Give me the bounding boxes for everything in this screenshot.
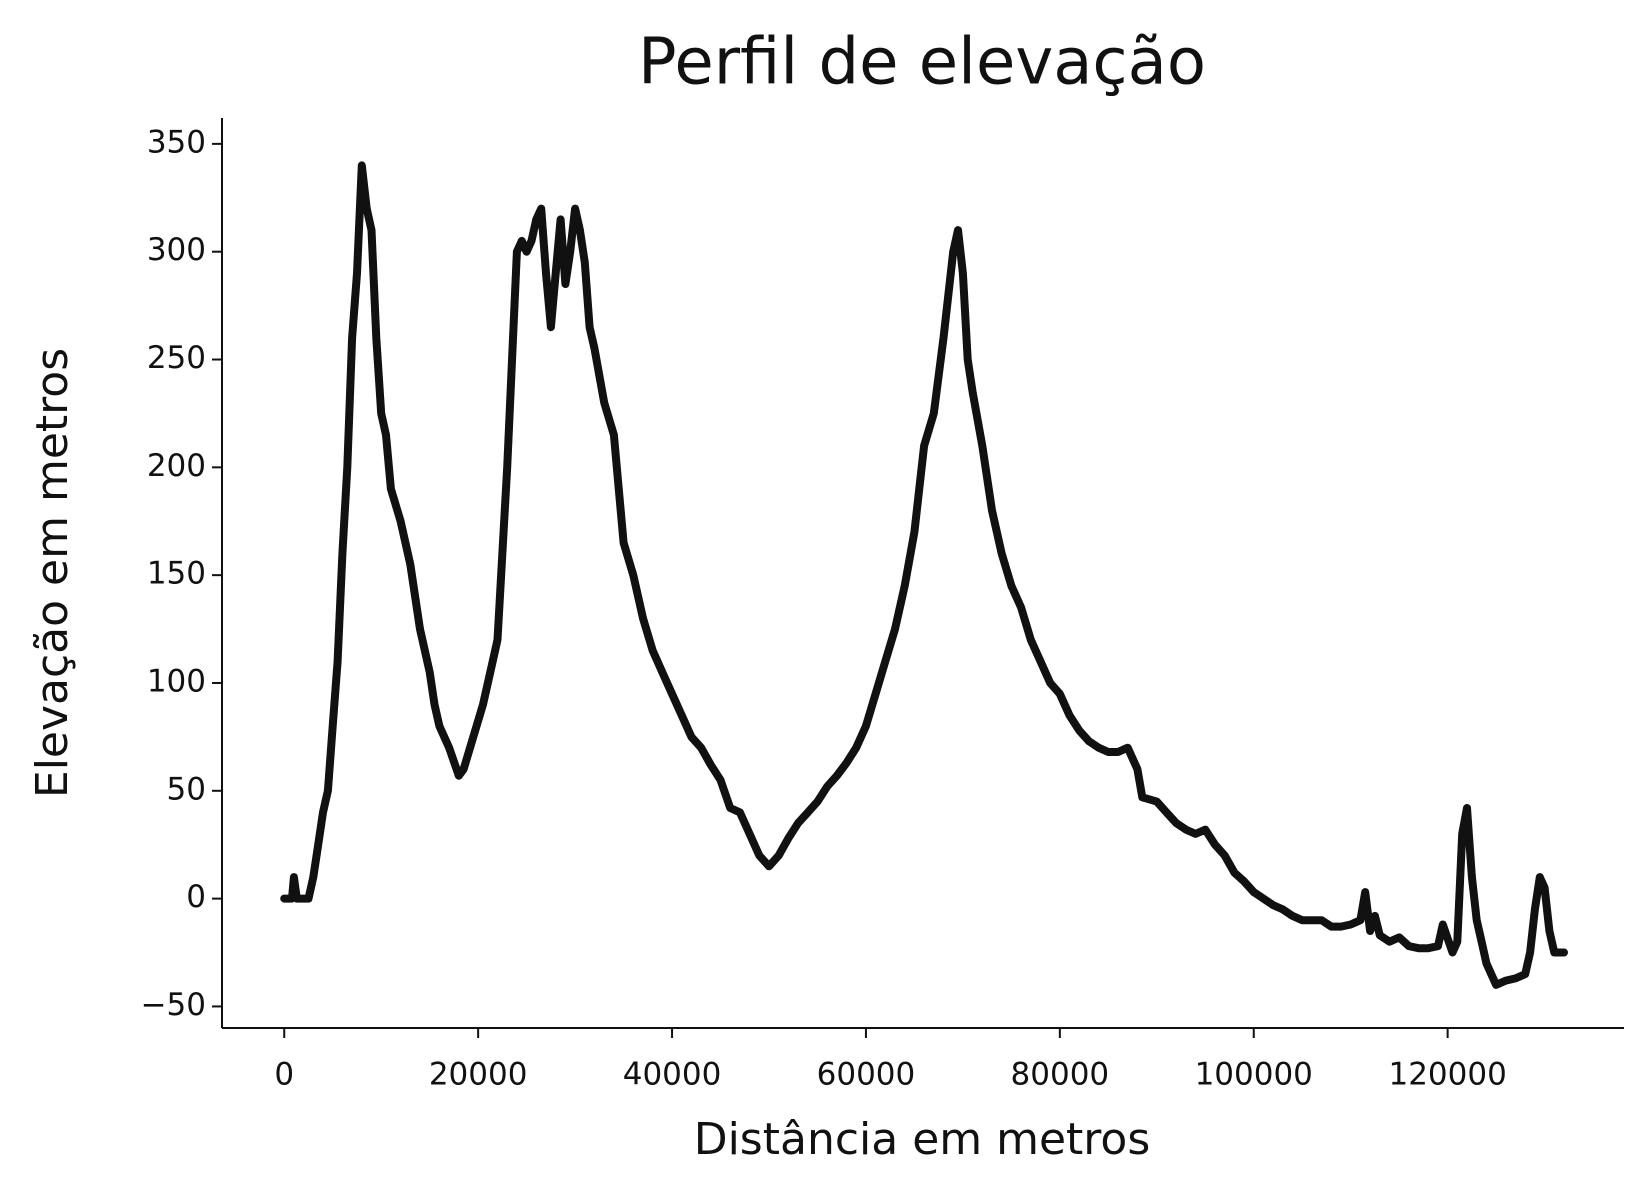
x-tick-label: 100000 [1195,1057,1313,1093]
y-tick-label: 300 [147,232,206,268]
y-tick-label: 250 [147,340,206,376]
x-tick-label: 40000 [623,1057,722,1093]
x-tick-label: 60000 [817,1057,916,1093]
x-tick-label: 120000 [1388,1057,1506,1093]
x-axis-label: Distância em metros [694,1114,1151,1165]
y-tick-label: 350 [147,124,206,160]
y-tick-label: 50 [167,771,206,807]
y-tick-label: 100 [147,663,206,699]
elevation-line [280,161,1568,989]
y-tick-label: 200 [147,448,206,484]
x-tick-label: 0 [274,1057,294,1093]
x-tick-label: 20000 [429,1057,528,1093]
y-tick-label: −50 [141,987,206,1023]
x-tick-label: 80000 [1011,1057,1110,1093]
y-axis-label: Elevação em metros [27,348,78,798]
chart-title: Perfil de elevação [638,26,1206,100]
y-tick-label: 150 [147,556,206,592]
y-tick-label: 0 [186,879,206,915]
